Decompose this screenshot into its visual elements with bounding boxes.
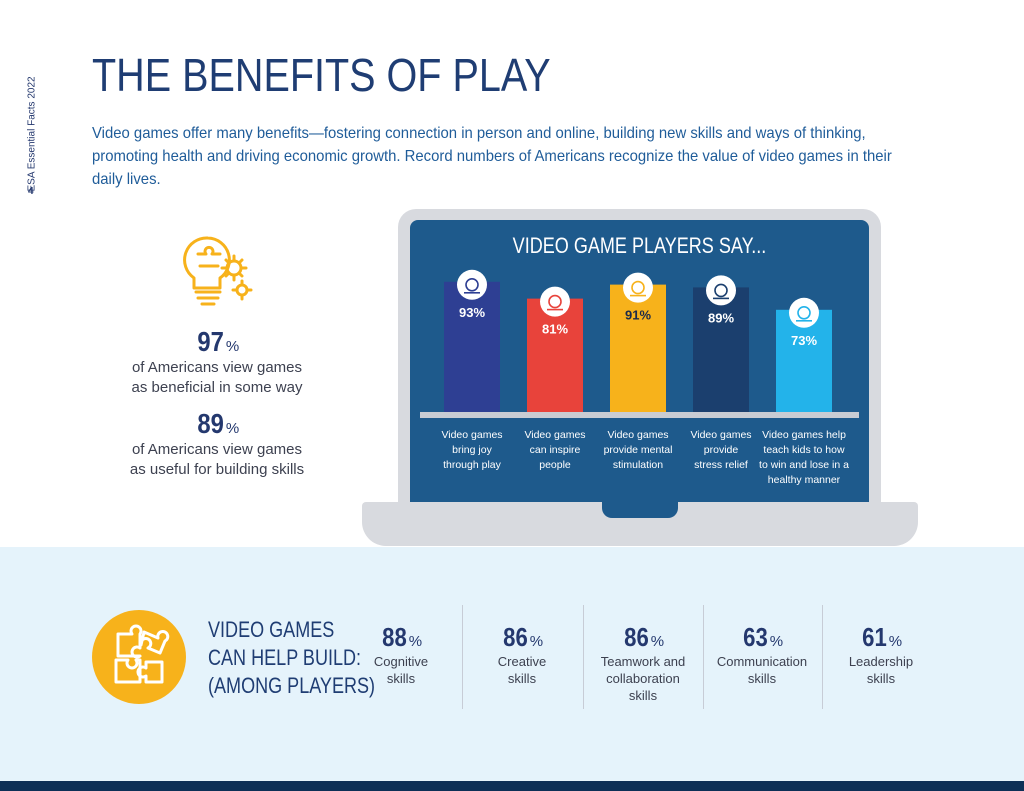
- value-label-5: 73%: [791, 333, 817, 348]
- skill-label-line: Leadership: [848, 654, 914, 669]
- skill-unit: %: [650, 633, 665, 650]
- bar-4: [693, 287, 749, 412]
- side-label: ESA Essential Facts 2022 4: [26, 52, 40, 202]
- divider: [822, 605, 823, 709]
- intro-paragraph: Video games offer many benefits—fosterin…: [92, 125, 892, 188]
- stat-value: 89: [197, 408, 224, 439]
- skill-value: 63: [743, 622, 768, 652]
- stat-beneficial: 97% of Americans view games as beneficia…: [120, 326, 314, 398]
- skill-value: 86: [503, 622, 528, 652]
- value-label-1: 93%: [459, 305, 485, 320]
- page-title: THE BENEFITS OF PLAY: [92, 49, 551, 101]
- skill-label-line: skills: [507, 671, 537, 686]
- lightbulb-puzzle-icon: [183, 236, 253, 306]
- skills-heading-line: VIDEO GAMES: [208, 617, 335, 642]
- footer-bar: [0, 781, 1024, 791]
- skill-value: 61: [862, 622, 887, 652]
- divider: [583, 605, 584, 709]
- bar-3: [610, 284, 666, 412]
- side-publication-label: ESA Essential Facts 2022: [26, 76, 38, 192]
- relief-icon: [706, 275, 736, 306]
- skill-unit: %: [408, 633, 423, 650]
- skill-label-line: Cognitive: [373, 654, 429, 669]
- skills-heading-line: (AMONG PLAYERS): [208, 673, 376, 698]
- skill-value: 88: [382, 622, 407, 652]
- puzzle-icon: [114, 624, 170, 684]
- skill-label-line: skills: [386, 671, 416, 686]
- skill-label-line: skills: [628, 688, 658, 703]
- value-label-2: 81%: [542, 322, 568, 337]
- inspire-icon: [540, 286, 570, 317]
- chart-title: VIDEO GAME PLAYERS SAY...: [512, 233, 767, 258]
- divider: [703, 605, 704, 709]
- chart-baseline: [420, 412, 859, 418]
- skill-cognitive: 88% Cognitive skills: [342, 622, 460, 687]
- stat-desc-line: as beneficial in some way: [131, 379, 303, 396]
- value-label-3: 91%: [625, 308, 651, 323]
- skill-leadership: 61% Leadership skills: [822, 622, 940, 687]
- category-label-4: Video games provide stress relief: [690, 429, 751, 471]
- stat-desc-line: as useful for building skills: [129, 461, 305, 478]
- skill-unit: %: [769, 633, 784, 650]
- stat-skills: 89% of Americans view games as useful fo…: [120, 408, 314, 480]
- category-label-1: Video games bring joy through play: [441, 429, 502, 471]
- skill-unit: %: [529, 633, 544, 650]
- stat-value: 97: [197, 326, 224, 357]
- skill-label-line: Communication: [716, 654, 808, 669]
- stat-desc-line: of Americans view games: [131, 359, 303, 376]
- stat-desc-line: of Americans view games: [131, 441, 303, 458]
- divider: [462, 605, 463, 709]
- laptop-notch: [602, 502, 678, 518]
- bar-chart: 93% Video games bring joy through play 81% Vi…: [420, 269, 859, 486]
- bar-1: [444, 281, 500, 412]
- gears-icon: [623, 272, 653, 303]
- skill-label-line: Teamwork and: [600, 654, 686, 669]
- bar-2: [527, 298, 583, 412]
- skill-unit: %: [888, 633, 903, 650]
- skill-teamwork: 86% Teamwork and collaboration skills: [584, 622, 702, 704]
- skill-value: 86: [624, 622, 649, 652]
- stat-unit: %: [225, 420, 240, 437]
- skill-label-line: skills: [866, 671, 896, 686]
- skill-creative: 86% Creative skills: [463, 622, 581, 687]
- category-label-2: Video games can inspire people: [524, 429, 585, 471]
- category-label-3: Video games provide mental stimulation: [604, 429, 673, 471]
- family-icon: [789, 297, 819, 328]
- puzzle-badge: [92, 610, 186, 704]
- skill-label-line: Creative: [497, 654, 547, 669]
- stat-unit: %: [225, 338, 240, 355]
- skill-label-line: skills: [747, 671, 777, 686]
- page-number: 4: [28, 186, 34, 197]
- skills-heading-line: CAN HELP BUILD:: [208, 645, 362, 670]
- skill-communication: 63% Communication skills: [703, 622, 821, 687]
- joystick-icon: [457, 269, 487, 300]
- skills-heading: VIDEO GAMES CAN HELP BUILD: (AMONG PLAYE…: [208, 616, 376, 700]
- value-label-4: 89%: [708, 310, 734, 325]
- category-label-5: Video games help teach kids to how to win …: [759, 429, 849, 486]
- skill-label-line: collaboration: [606, 671, 680, 686]
